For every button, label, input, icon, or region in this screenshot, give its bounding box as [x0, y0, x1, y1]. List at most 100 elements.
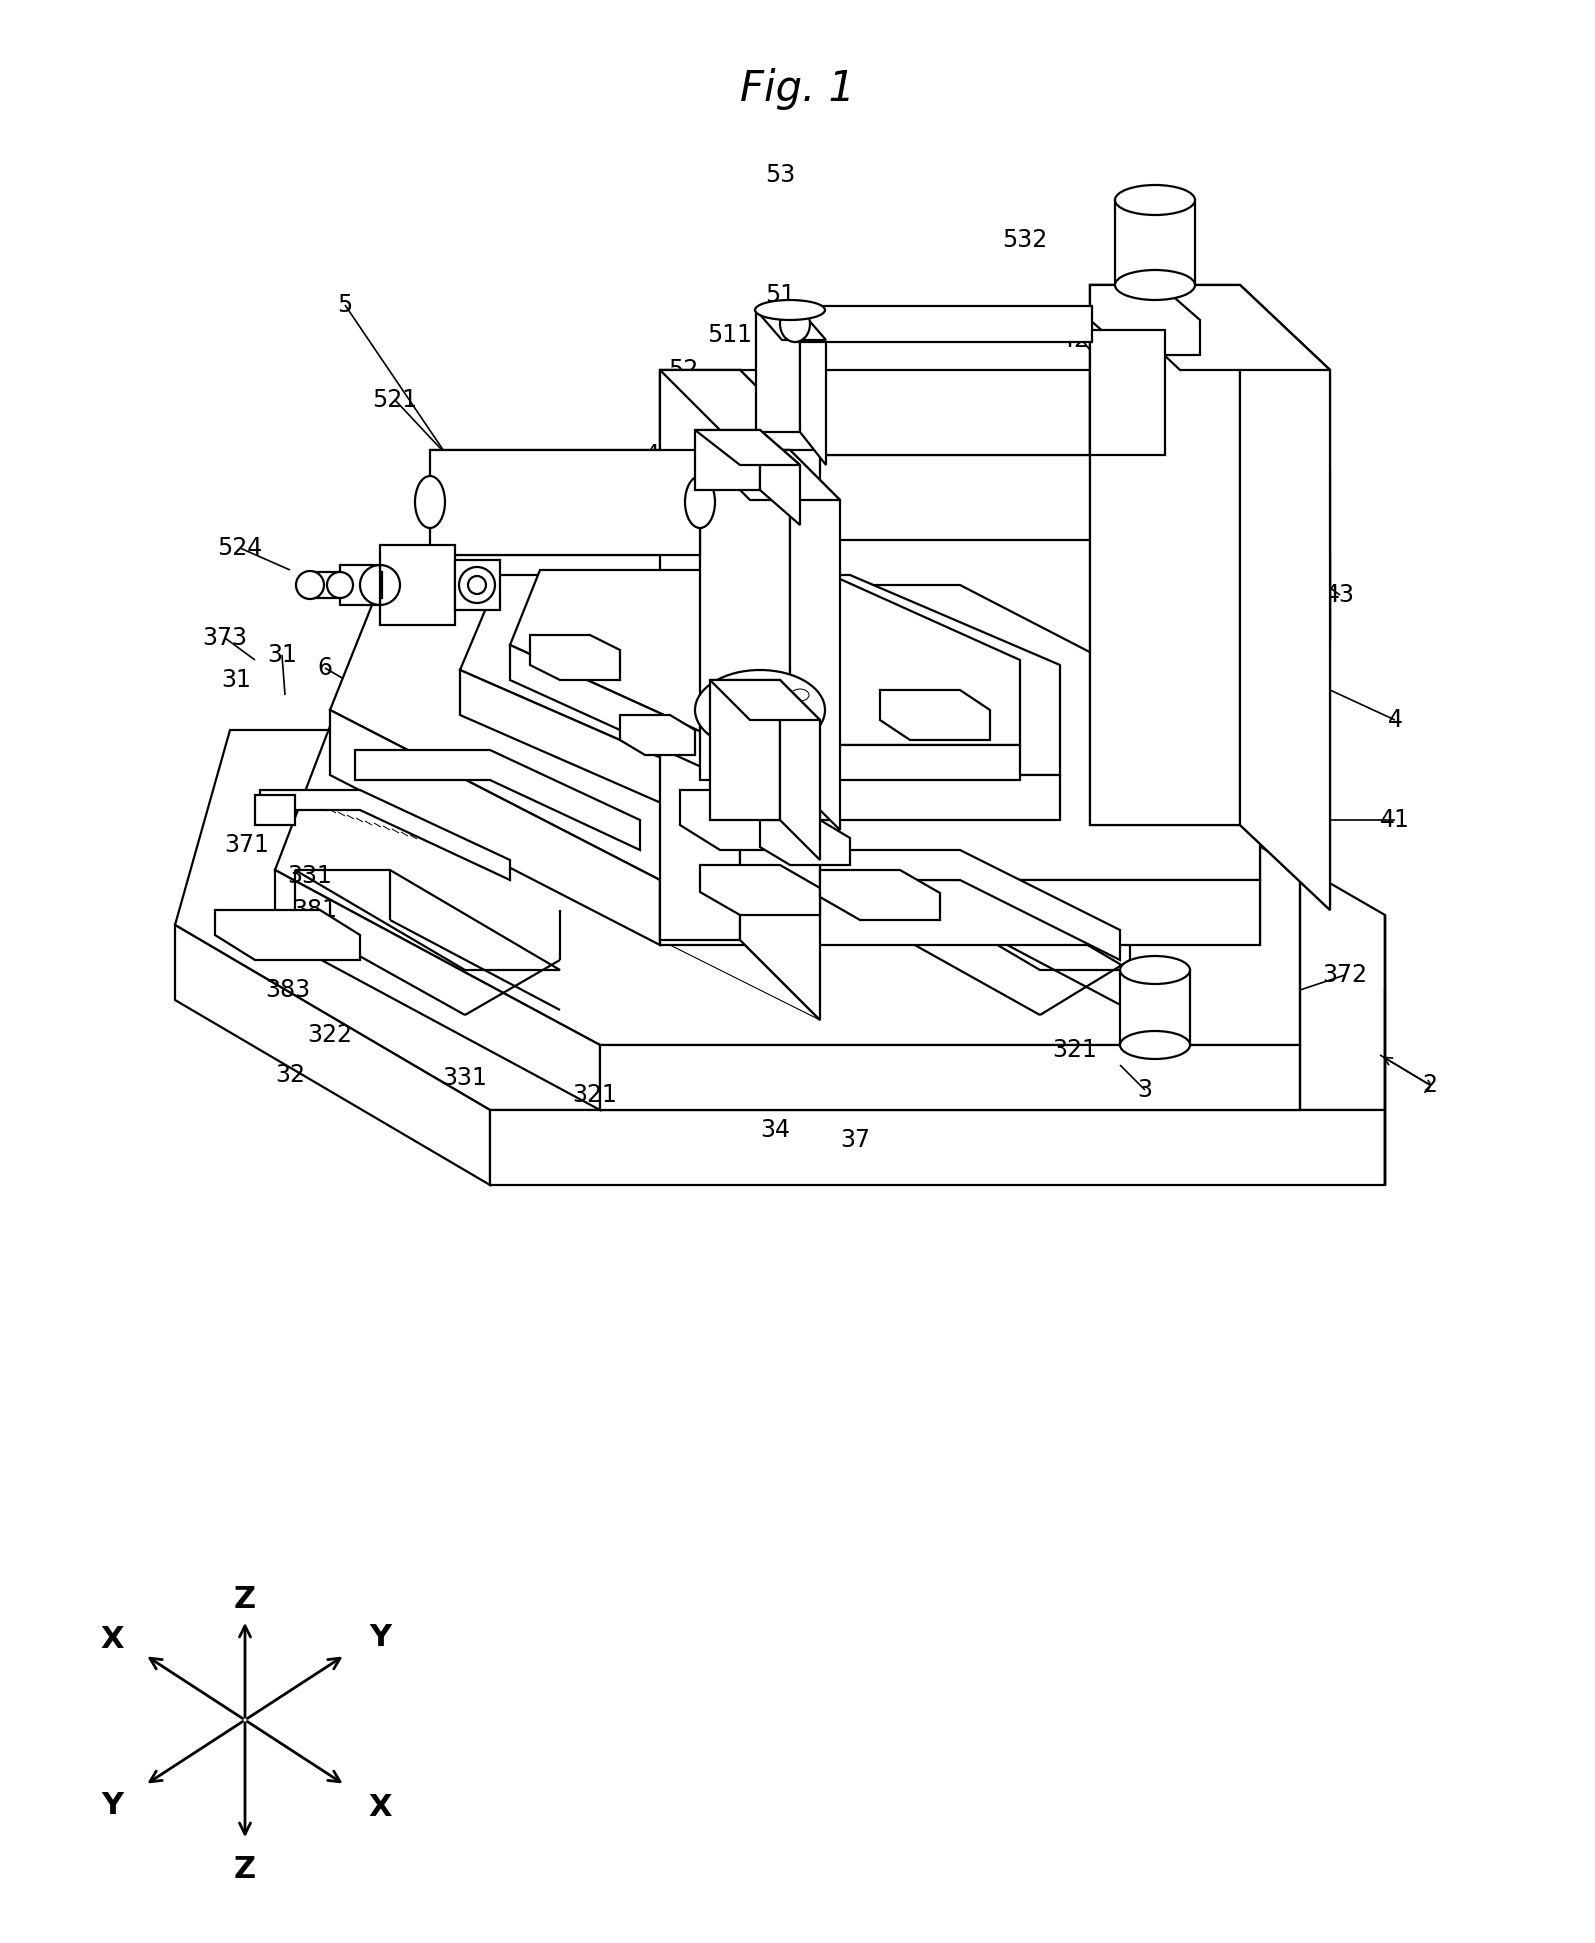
Text: 331: 331	[442, 1067, 488, 1090]
Text: 32: 32	[274, 1063, 305, 1086]
Polygon shape	[700, 451, 790, 779]
Polygon shape	[820, 849, 1120, 960]
Polygon shape	[1089, 330, 1164, 455]
Text: 5: 5	[338, 293, 352, 317]
Polygon shape	[780, 680, 820, 861]
Polygon shape	[756, 311, 826, 340]
Polygon shape	[510, 569, 1019, 744]
Polygon shape	[455, 560, 499, 610]
Polygon shape	[620, 715, 695, 756]
Polygon shape	[431, 451, 700, 556]
Polygon shape	[660, 369, 820, 451]
Polygon shape	[274, 699, 1300, 1045]
Text: 31: 31	[266, 643, 297, 666]
Polygon shape	[600, 1045, 1300, 1109]
Polygon shape	[759, 820, 850, 865]
Ellipse shape	[1115, 270, 1195, 299]
Polygon shape	[660, 880, 1260, 944]
Text: 423: 423	[737, 398, 783, 422]
Polygon shape	[340, 565, 380, 604]
Text: 373: 373	[203, 626, 247, 651]
Polygon shape	[1115, 200, 1195, 286]
Polygon shape	[175, 731, 1384, 1109]
Text: 321: 321	[573, 1082, 617, 1108]
Text: Fig. 1: Fig. 1	[740, 68, 855, 111]
Ellipse shape	[459, 567, 494, 602]
Text: 33: 33	[684, 882, 715, 907]
Ellipse shape	[754, 299, 825, 321]
Polygon shape	[820, 870, 939, 919]
Polygon shape	[801, 311, 826, 464]
Polygon shape	[1120, 970, 1190, 1045]
Polygon shape	[710, 680, 780, 820]
Text: 31: 31	[222, 668, 250, 692]
Text: 6: 6	[317, 657, 332, 680]
Text: 511: 511	[708, 323, 753, 348]
Text: 3: 3	[1137, 1078, 1153, 1102]
Text: 322: 322	[308, 1024, 352, 1047]
Polygon shape	[255, 795, 295, 826]
Text: 524: 524	[217, 536, 263, 560]
Ellipse shape	[297, 571, 324, 598]
Ellipse shape	[1120, 956, 1190, 983]
Polygon shape	[1089, 286, 1239, 826]
Polygon shape	[1089, 286, 1330, 369]
Text: 51: 51	[766, 284, 794, 307]
Polygon shape	[790, 451, 841, 830]
Polygon shape	[679, 791, 801, 849]
Polygon shape	[530, 635, 620, 680]
Polygon shape	[1089, 286, 1330, 909]
Polygon shape	[794, 305, 1093, 342]
Text: 521: 521	[373, 389, 418, 412]
Text: Z: Z	[234, 1856, 257, 1885]
Text: 42: 42	[1115, 437, 1145, 462]
Polygon shape	[274, 870, 600, 1109]
Text: Y: Y	[368, 1624, 391, 1652]
Text: 53: 53	[766, 163, 796, 187]
Polygon shape	[700, 865, 820, 915]
Polygon shape	[309, 571, 381, 598]
Text: 35: 35	[863, 707, 893, 733]
Text: 421: 421	[673, 497, 718, 523]
Polygon shape	[1239, 286, 1330, 909]
Polygon shape	[731, 744, 1019, 779]
Polygon shape	[759, 429, 801, 525]
Text: 532: 532	[1002, 227, 1048, 253]
Polygon shape	[880, 690, 990, 740]
Text: 2: 2	[1423, 1073, 1437, 1098]
Polygon shape	[175, 925, 490, 1185]
Ellipse shape	[415, 476, 445, 528]
Text: 41: 41	[644, 443, 675, 466]
Polygon shape	[756, 311, 801, 431]
Polygon shape	[356, 750, 640, 849]
Polygon shape	[380, 544, 455, 626]
Ellipse shape	[780, 305, 810, 342]
Polygon shape	[700, 451, 841, 499]
Polygon shape	[869, 870, 1129, 970]
Text: 382: 382	[842, 837, 887, 863]
Ellipse shape	[1120, 1032, 1190, 1059]
Ellipse shape	[695, 670, 825, 750]
Text: 423: 423	[1059, 328, 1104, 352]
Text: 361: 361	[847, 659, 893, 682]
Polygon shape	[710, 680, 820, 721]
Text: 322: 322	[282, 938, 327, 962]
Text: Y: Y	[100, 1791, 123, 1819]
Ellipse shape	[1115, 185, 1195, 216]
Text: 331: 331	[287, 865, 332, 888]
Polygon shape	[459, 670, 700, 820]
Polygon shape	[510, 645, 731, 779]
Text: 361a: 361a	[478, 707, 538, 733]
Polygon shape	[740, 369, 820, 1020]
Polygon shape	[1089, 286, 1199, 356]
Text: 372: 372	[1322, 964, 1367, 987]
Text: 431: 431	[697, 565, 742, 591]
Text: 37: 37	[841, 1129, 869, 1152]
Polygon shape	[215, 909, 360, 960]
Text: 4: 4	[1388, 707, 1402, 733]
Text: Z: Z	[234, 1585, 257, 1615]
Polygon shape	[330, 585, 1260, 880]
Text: X: X	[368, 1793, 392, 1821]
Text: 41: 41	[1380, 808, 1410, 832]
Polygon shape	[660, 369, 1089, 455]
